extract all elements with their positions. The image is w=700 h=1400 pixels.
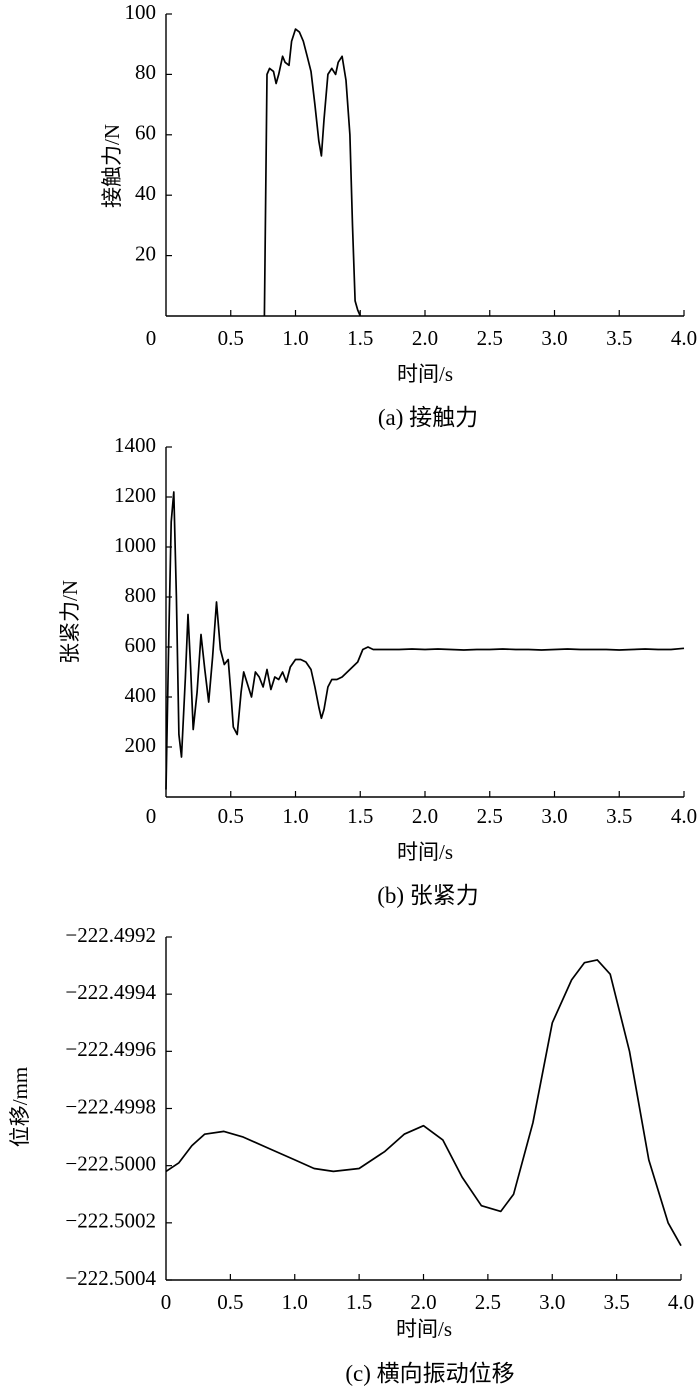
- caption: (a) 接触力: [378, 405, 478, 430]
- x-tick-label: 2.5: [477, 326, 503, 350]
- x-tick-label: 1.5: [347, 326, 373, 350]
- x-tick-label: 3.0: [541, 326, 567, 350]
- x-tick-label: 4.0: [668, 1290, 694, 1314]
- x-tick-label: 4.0: [671, 804, 697, 828]
- x-axis-label: 时间/s: [397, 362, 453, 386]
- x-tick-label: 3.0: [539, 1290, 565, 1314]
- series-line: [165, 959, 682, 1247]
- y-axis-label: 接触力/N: [100, 124, 124, 208]
- y-tick-label: −222.4998: [65, 1094, 156, 1118]
- x-tick-label: 0.5: [218, 326, 244, 350]
- y-tick-label: 1200: [114, 483, 156, 507]
- x-tick-label: 0: [146, 326, 157, 350]
- y-tick-label: 400: [125, 683, 157, 707]
- y-axis-label: 位移/mm: [8, 1067, 32, 1148]
- y-tick-label: 200: [125, 733, 157, 757]
- x-tick-label: 3.5: [604, 1290, 630, 1314]
- y-axis-label: 张紧力/N: [58, 580, 82, 664]
- y-tick-label: −222.4992: [65, 923, 156, 947]
- x-tick-label: 1.0: [282, 804, 308, 828]
- y-tick-label: 1000: [114, 533, 156, 557]
- y-tick-label: −222.5000: [65, 1151, 156, 1175]
- x-tick-label: 2.0: [412, 326, 438, 350]
- y-tick-label: 80: [135, 60, 156, 84]
- series-line: [263, 28, 362, 317]
- x-tick-label: 4.0: [671, 326, 697, 350]
- panel-a-contact-force: 0 0.5 1.0 1.5 2.0 2.5 3.0 3.5 4.0 20 40 60 80 100 接触力…: [100, 0, 697, 430]
- y-tick-label: 600: [125, 633, 157, 657]
- y-tick-label: −222.4994: [65, 980, 156, 1004]
- x-tick-label: 3.0: [541, 804, 567, 828]
- y-tick-label: 40: [135, 181, 156, 205]
- caption: (c) 横向振动位移: [345, 1361, 514, 1386]
- x-tick-label: 1.0: [282, 1290, 308, 1314]
- y-tick-label: 100: [125, 0, 157, 24]
- x-axis-label: 时间/s: [396, 1317, 452, 1341]
- x-tick-label: 2.5: [477, 804, 503, 828]
- y-tick-label: 20: [135, 241, 156, 265]
- x-tick-label: 1.5: [346, 1290, 372, 1314]
- x-tick-label: 2.0: [410, 1290, 436, 1314]
- x-tick-label: 1.0: [282, 326, 308, 350]
- caption: (b) 张紧力: [377, 883, 479, 908]
- y-tick-label: 800: [125, 583, 157, 607]
- x-tick-label: 0.5: [217, 1290, 243, 1314]
- x-tick-label: 3.5: [606, 804, 632, 828]
- panel-c-lateral-vibration-displacement: 0 0.5 1.0 1.5 2.0 2.5 3.0 3.5 4.0 −222.5004 −222.5…: [8, 923, 694, 1386]
- x-tick-label: 0: [161, 1290, 172, 1314]
- x-axis-label: 时间/s: [397, 840, 453, 864]
- y-tick-label: 1400: [114, 433, 156, 457]
- series-line: [165, 491, 685, 790]
- x-tick-label: 2.0: [412, 804, 438, 828]
- x-tick-label: 0: [146, 804, 157, 828]
- x-tick-label: 1.5: [347, 804, 373, 828]
- y-tick-label: −222.5002: [65, 1209, 156, 1233]
- panel-b-tension-force: 0 0.5 1.0 1.5 2.0 2.5 3.0 3.5 4.0 200 400 600 800 100…: [58, 433, 697, 908]
- x-tick-label: 2.5: [475, 1290, 501, 1314]
- x-tick-label: 0.5: [218, 804, 244, 828]
- x-tick-label: 3.5: [606, 326, 632, 350]
- y-tick-label: 60: [135, 121, 156, 145]
- y-tick-label: −222.5004: [65, 1266, 156, 1290]
- y-tick-label: −222.4996: [65, 1037, 156, 1061]
